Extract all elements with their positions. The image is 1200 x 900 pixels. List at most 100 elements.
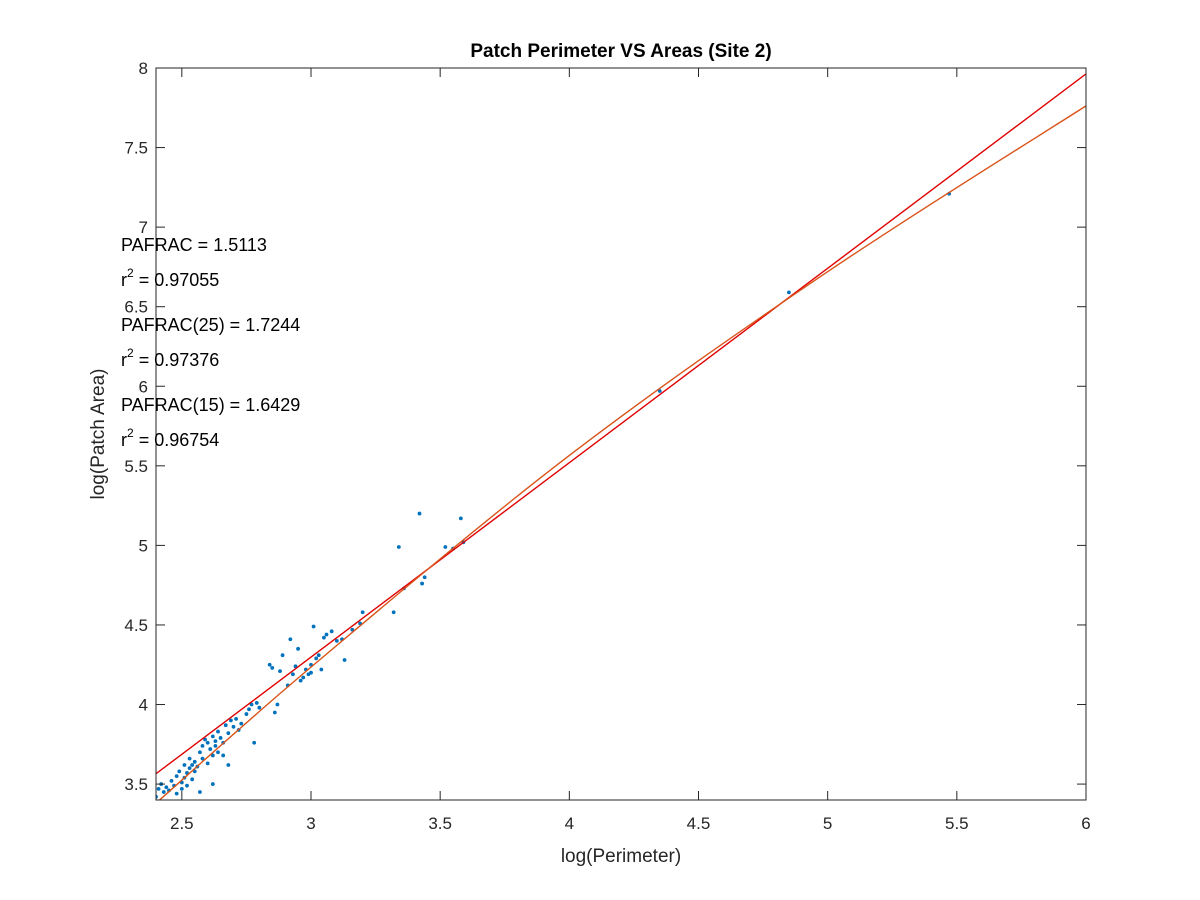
data-point <box>216 750 220 755</box>
data-point <box>210 753 215 758</box>
x-tick-label: 4.5 <box>687 814 711 833</box>
data-point <box>247 707 251 712</box>
x-tick-label: 4 <box>565 814 574 833</box>
data-point <box>787 290 791 295</box>
data-point <box>458 516 463 521</box>
annotation-r2: r2 = 0.96754 <box>121 426 219 450</box>
data-point <box>198 750 202 755</box>
data-point <box>190 777 195 782</box>
chart-title: Patch Perimeter VS Areas (Site 2) <box>470 41 771 62</box>
data-point <box>244 712 249 716</box>
x-tick-label: 6 <box>1081 814 1090 833</box>
data-point <box>226 763 231 767</box>
data-point <box>280 653 285 658</box>
annotation-label: PAFRAC = 1.5113 <box>121 235 267 255</box>
data-point <box>182 763 187 767</box>
annotation-label: PAFRAC(15) = 1.6429 <box>121 395 300 415</box>
x-tick-label: 5.5 <box>945 814 969 833</box>
data-point <box>190 763 195 767</box>
annotation-label: PAFRAC(25) = 1.7244 <box>121 315 300 335</box>
data-point <box>213 743 218 748</box>
data-point <box>169 779 174 783</box>
data-point <box>270 666 275 670</box>
y-tick-label: 3.5 <box>124 775 148 794</box>
data-point <box>200 743 205 748</box>
data-point <box>185 783 189 788</box>
annotation-r2: r2 = 0.97376 <box>121 346 219 370</box>
data-point <box>234 716 238 721</box>
data-point <box>216 729 220 734</box>
data-point <box>205 740 210 745</box>
data-point <box>417 511 422 516</box>
data-point <box>396 545 401 549</box>
data-point <box>254 701 259 705</box>
data-point <box>288 637 293 642</box>
data-point <box>322 635 326 640</box>
data-point <box>311 624 316 629</box>
data-point <box>443 545 448 549</box>
y-axis-label: log(Patch Area) <box>88 369 109 500</box>
data-point <box>267 662 272 667</box>
data-point <box>174 774 179 779</box>
data-point <box>275 702 280 707</box>
data-point <box>229 718 233 723</box>
data-point <box>213 739 218 744</box>
data-point <box>156 786 161 791</box>
annotation-r2: r2 = 0.97055 <box>121 266 219 290</box>
data-point <box>223 723 228 728</box>
y-tick-label: 6 <box>139 377 148 396</box>
data-point <box>192 769 197 774</box>
plot-frame <box>155 67 1087 801</box>
ticks-layer: 2.5 3 3.5 4 4.5 5 5.5 6 3.5 4 4.5 5 5.5 6 6.5 7 7.5 8 <box>124 59 1090 833</box>
x-axis-label: log(Perimeter) <box>561 846 681 867</box>
y-tick-label: 8 <box>139 59 148 78</box>
data-point <box>177 769 182 774</box>
data-point <box>192 759 197 764</box>
y-tick-label: 4.5 <box>124 616 148 635</box>
data-point <box>187 766 192 771</box>
data-point <box>200 756 205 761</box>
data-point <box>226 731 231 736</box>
y-tick-label: 5 <box>139 536 148 555</box>
data-point <box>239 721 244 726</box>
data-point <box>420 581 424 586</box>
data-point <box>249 702 254 707</box>
y-tick-label: 7 <box>139 218 148 237</box>
data-point <box>164 785 169 790</box>
data-point <box>360 610 365 615</box>
data-point <box>198 790 202 794</box>
data-point <box>319 667 324 672</box>
data-point <box>301 675 306 680</box>
data-point <box>316 653 321 658</box>
y-tick-label: 5.5 <box>124 457 148 476</box>
data-point <box>221 753 226 758</box>
plot-area <box>156 68 1086 800</box>
x-tick-label: 2.5 <box>170 814 194 833</box>
x-tick-label: 5 <box>823 814 832 833</box>
fit-line <box>156 73 1086 775</box>
data-point <box>161 790 166 794</box>
data-point <box>334 638 339 643</box>
data-point <box>296 646 300 651</box>
data-point <box>205 761 210 766</box>
data-point <box>324 632 329 637</box>
x-tick-label: 3 <box>306 814 315 833</box>
data-point <box>298 678 303 683</box>
data-point <box>218 736 223 740</box>
data-point <box>208 747 213 751</box>
y-tick-label: 4 <box>139 696 148 715</box>
data-point <box>210 782 215 786</box>
data-point <box>231 724 236 729</box>
data-point <box>187 756 192 761</box>
data-point <box>272 710 277 715</box>
data-point <box>203 737 207 742</box>
fit-curve <box>158 105 1086 800</box>
y-tick-label: 7.5 <box>124 139 148 158</box>
data-point <box>309 670 313 675</box>
data-point <box>329 629 334 634</box>
data-point <box>291 672 295 677</box>
data-point <box>314 656 319 661</box>
annotations: PAFRAC = 1.5113 r2 = 0.97055 PAFRAC(25) = … <box>121 235 300 450</box>
data-point <box>657 389 662 393</box>
x-tick-label: 3.5 <box>428 814 452 833</box>
